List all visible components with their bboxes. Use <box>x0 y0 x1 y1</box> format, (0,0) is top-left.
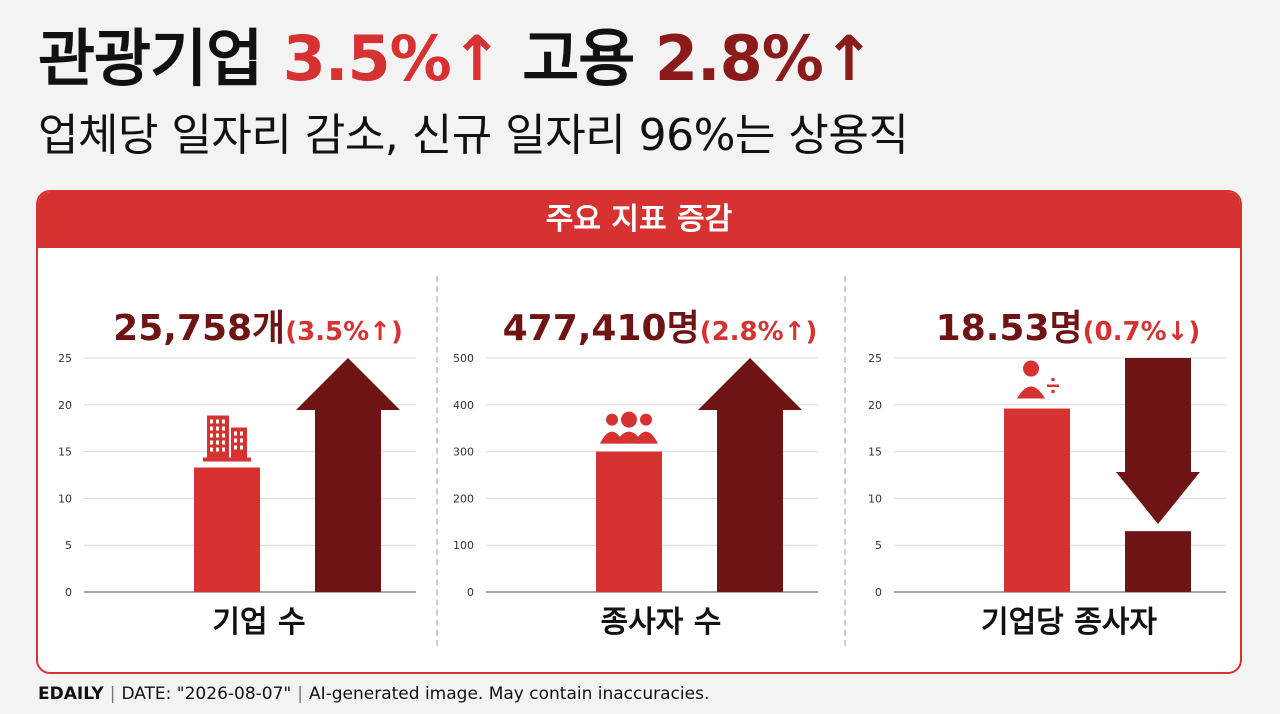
y-tick-label: 10 <box>58 492 72 505</box>
headline-part1: 관광기업 <box>38 22 283 95</box>
y-tick-label: 20 <box>58 399 72 412</box>
value-number: 25,758개 <box>113 308 285 349</box>
building-window <box>222 433 225 438</box>
panel-divider <box>436 276 438 646</box>
divide-sign <box>1051 389 1055 394</box>
y-tick-label: 5 <box>875 539 882 552</box>
value-number: 477,410명 <box>503 308 700 349</box>
building-window <box>240 431 243 436</box>
building-icon <box>231 427 247 458</box>
building-window <box>210 426 213 431</box>
value-number: 18.53명 <box>936 308 1083 349</box>
building-window <box>210 447 213 452</box>
y-tick-label: 25 <box>868 352 882 365</box>
value-label: 25,758개(3.5%↑) <box>113 308 403 349</box>
people-group-icon <box>640 413 652 426</box>
y-tick-label: 100 <box>453 539 474 552</box>
footer: EDAILY | DATE: "2026-08-07" | AI-generated i… <box>38 684 709 704</box>
change-label: (2.8%↑) <box>700 317 818 347</box>
y-tick-label: 15 <box>868 446 882 459</box>
subheadline: 업체당 일자리 감소, 신규 일자리 96%는 상용직 <box>38 110 909 161</box>
value-label: 477,410명(2.8%↑) <box>503 308 818 349</box>
footer-separator: | <box>109 684 116 704</box>
divide-sign <box>1047 384 1059 388</box>
y-tick-label: 10 <box>868 492 882 505</box>
building-window <box>222 426 225 431</box>
x-axis-label: 기업 수 <box>212 605 305 640</box>
up-arrow <box>296 358 400 592</box>
y-tick-label: 0 <box>65 586 72 599</box>
panel-title: 주요 지표 증감 <box>38 192 1240 248</box>
footer-date: DATE: "2026-08-07" <box>121 684 292 704</box>
divide-sign <box>1051 377 1055 382</box>
building-window <box>216 433 219 438</box>
people-group-icon <box>615 431 643 444</box>
y-tick-label: 200 <box>453 492 474 505</box>
building-window <box>234 438 237 443</box>
building-window <box>210 440 213 445</box>
building-window <box>210 433 213 438</box>
change-label: (0.7%↓) <box>1083 317 1201 347</box>
y-tick-label: 0 <box>467 586 474 599</box>
footer-separator: | <box>297 684 303 704</box>
y-tick-label: 500 <box>453 352 474 365</box>
building-window <box>216 419 219 424</box>
y-tick-label: 300 <box>453 446 474 459</box>
building-window <box>216 426 219 431</box>
footer-brand: EDAILY <box>38 684 104 704</box>
building-window <box>222 440 225 445</box>
building-window <box>210 419 213 424</box>
y-tick-label: 400 <box>453 399 474 412</box>
building-window <box>216 447 219 452</box>
building-window <box>234 431 237 436</box>
bar <box>1004 408 1070 592</box>
building-icon <box>203 457 251 462</box>
headline-value1: 3.5%↑ <box>282 22 503 95</box>
y-tick-label: 20 <box>868 399 882 412</box>
headline-part2: 고용 <box>501 22 655 95</box>
building-window <box>216 440 219 445</box>
y-tick-label: 5 <box>65 539 72 552</box>
change-label: (3.5%↑) <box>285 317 403 347</box>
person-divide-icon <box>1023 360 1039 377</box>
y-tick-label: 25 <box>58 352 72 365</box>
people-group-icon <box>621 411 637 428</box>
y-tick-label: 15 <box>58 446 72 459</box>
building-window <box>222 447 225 452</box>
headline: 관광기업 3.5%↑ 고용 2.8%↑ <box>38 28 875 90</box>
person-divide-icon <box>1017 386 1045 399</box>
indicator-panel: 주요 지표 증감 0 5 10 15 20 25 25,758개(3.5%↑) 기업 수 0 10… <box>36 190 1242 674</box>
building-window <box>222 419 225 424</box>
footer-disclaimer: AI-generated image. May contain inaccura… <box>308 684 710 704</box>
down-arrow <box>1116 358 1200 524</box>
headline-value2: 2.8%↑ <box>654 22 875 95</box>
people-group-icon <box>606 413 618 426</box>
building-window <box>234 445 237 450</box>
remaining-bar <box>1125 531 1191 592</box>
x-axis-label: 종사자 수 <box>601 605 722 640</box>
bar <box>596 451 662 592</box>
panel-divider <box>844 276 846 646</box>
value-label: 18.53명(0.7%↓) <box>936 308 1201 349</box>
building-window <box>240 445 243 450</box>
up-arrow <box>698 358 802 592</box>
y-tick-label: 0 <box>875 586 882 599</box>
bar <box>194 467 260 592</box>
building-window <box>240 438 243 443</box>
x-axis-label: 기업당 종사자 <box>981 605 1157 640</box>
